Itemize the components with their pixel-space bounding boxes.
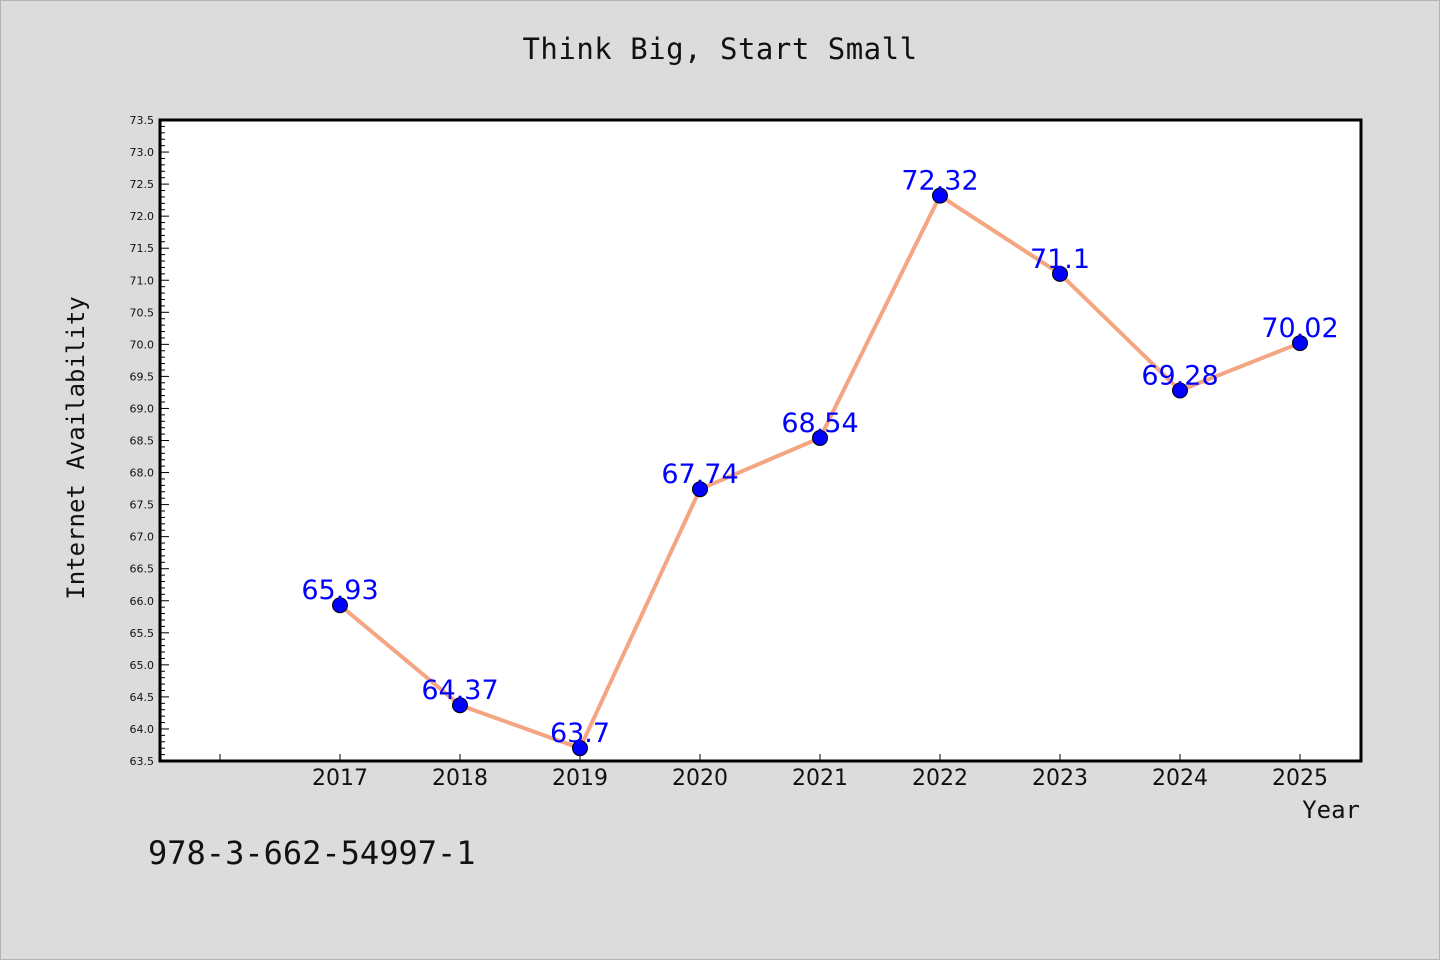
y-tick-label: 68.0 [130, 467, 155, 480]
data-label: 63.7 [550, 718, 610, 749]
data-label: 71.1 [1030, 244, 1090, 275]
x-tick-label: 2020 [672, 766, 728, 791]
data-label: 65.93 [301, 575, 378, 606]
data-label-layer: 65.93 64.37 63.7 67.74 68.54 72.32 71.1 69.28 70… [301, 166, 1338, 750]
y-tick-label: 65.5 [130, 627, 155, 640]
data-label: 69.28 [1141, 361, 1218, 392]
y-tick-label: 67.5 [130, 499, 155, 512]
x-tick-label: 2024 [1152, 766, 1208, 791]
data-label: 64.37 [421, 675, 498, 706]
data-point [452, 697, 468, 714]
x-axis: 2017 2018 2019 2020 2021 2022 2023 2024 2025 [219, 754, 1328, 791]
plot-area [158, 118, 1363, 763]
y-tick-label: 69.0 [130, 402, 155, 415]
data-label: 68.54 [781, 408, 858, 439]
y-tick-label: 64.0 [130, 723, 155, 736]
data-point [1172, 382, 1188, 399]
y-tick-label: 67.0 [130, 531, 155, 544]
x-tick-label: 2021 [792, 766, 848, 791]
y-tick-label: 66.0 [130, 595, 155, 608]
y-tick-label: 73.0 [130, 146, 155, 159]
y-tick-label: 70.5 [130, 306, 155, 319]
y-tick-label: 71.0 [130, 274, 155, 287]
x-tick-label: 2023 [1032, 766, 1088, 791]
y-tick-label: 72.5 [130, 178, 155, 191]
data-label: 70.02 [1261, 313, 1338, 344]
x-tick-label: 2018 [432, 766, 488, 791]
y-tick-label: 66.5 [130, 563, 155, 576]
y-tick-label: 65.0 [130, 659, 155, 672]
data-point [812, 429, 828, 446]
x-tick-label: 2017 [312, 766, 368, 791]
y-tick-label: 64.5 [130, 691, 155, 704]
data-point [932, 187, 948, 204]
data-point [1292, 335, 1308, 352]
y-tick-label: 73.5 [130, 114, 155, 127]
y-tick-label: 72.0 [130, 210, 155, 223]
series-layer [332, 187, 1308, 757]
y-tick-label: 63.5 [130, 755, 155, 768]
data-label: 67.74 [661, 459, 738, 490]
y-tick-label: 68.5 [130, 435, 155, 448]
data-point [572, 740, 588, 757]
data-point [332, 597, 348, 614]
data-label: 72.32 [901, 166, 978, 197]
y-axis: 63.5 64.0 64.5 65.0 65.5 66.0 66.5 67.0 67.5 68.0… [130, 114, 169, 768]
y-tick-label: 71.5 [130, 242, 155, 255]
x-tick-label: 2025 [1272, 766, 1328, 791]
footer-isbn-text: 978-3-662-54997-1 [148, 834, 476, 872]
y-tick-label: 70.0 [130, 338, 155, 351]
y-tick-label: 69.5 [130, 370, 155, 383]
data-point [692, 481, 708, 498]
x-tick-label: 2022 [912, 766, 968, 791]
x-tick-label: 2019 [552, 766, 608, 791]
chart-title: Think Big, Start Small [522, 32, 918, 66]
data-point [1052, 265, 1068, 282]
x-axis-label: Year [1302, 796, 1360, 824]
